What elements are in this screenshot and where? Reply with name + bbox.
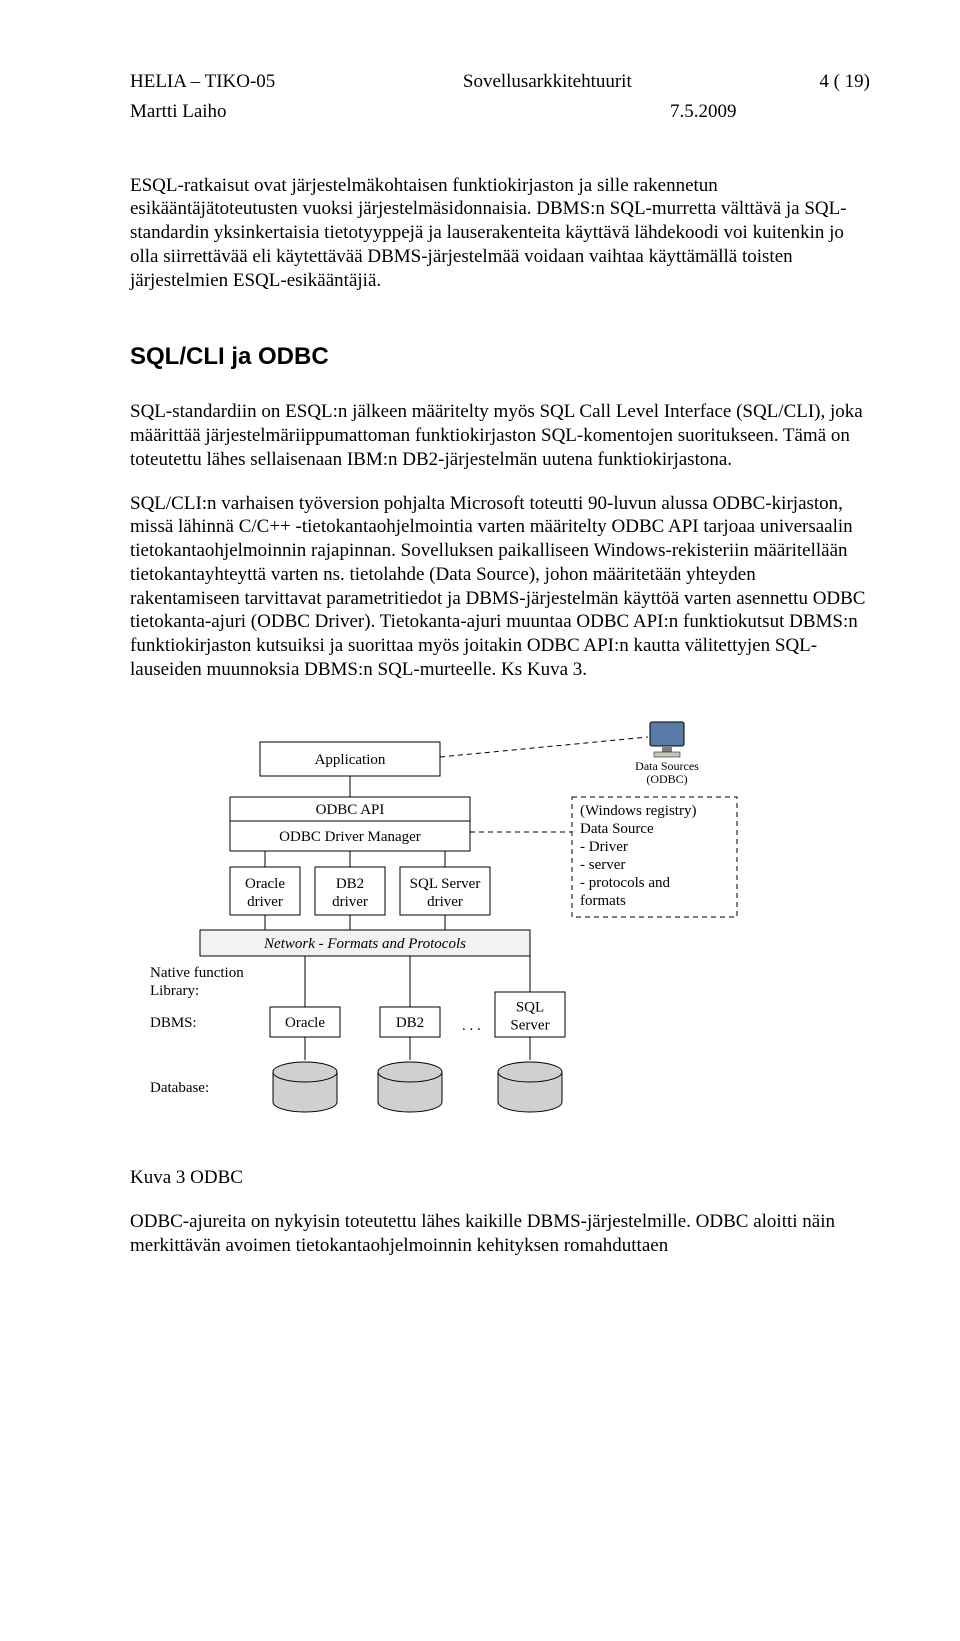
page-header: HELIA – TIKO-05 Sovellusarkkitehtuurit 4… [130,70,870,94]
svg-text:driver: driver [332,894,368,910]
paragraph-sqlcli-1: SQL-standardiin on ESQL:n jälkeen määrit… [130,400,870,471]
paragraph-esql: ESQL-ratkaisut ovat järjestelmäkohtaisen… [130,174,870,293]
svg-text:Oracle: Oracle [285,1015,325,1031]
document-date: 7.5.2009 [670,100,870,124]
svg-text:Network - Formats and Protoc: Network - Formats and Protocols [263,936,466,952]
svg-text:Data Source: Data Source [580,821,654,837]
header-left: HELIA – TIKO-05 [130,70,275,94]
svg-text:Server: Server [510,1017,549,1033]
section-heading-sqlcli: SQL/CLI ja ODBC [130,342,870,372]
svg-text:(ODBC): (ODBC) [646,772,687,786]
svg-text:- server: - server [580,857,625,873]
author-name: Martti Laiho [130,100,227,124]
paragraph-sqlcli-2: SQL/CLI:n varhaisen työversion pohjalta … [130,492,870,682]
header-right: 4 ( 19) [819,70,870,94]
svg-text:Library:: Library: [150,983,199,999]
svg-text:DB2: DB2 [336,876,364,892]
svg-text:DB2: DB2 [396,1015,424,1031]
svg-text:- protocols and: - protocols and [580,875,670,891]
figure-odbc-diagram: Application ODBC API ODBC Driver Manager Or… [130,712,870,1149]
svg-text:Data Sources: Data Sources [635,759,699,773]
odbc-diagram-svg: Application ODBC API ODBC Driver Manager Or… [130,712,770,1142]
svg-text:. . .: . . . [462,1018,481,1034]
page-subheader: Martti Laiho 7.5.2009 [130,100,870,124]
figure-caption: Kuva 3 ODBC [130,1166,870,1190]
svg-text:SQL Server: SQL Server [410,876,481,892]
svg-text:SQL: SQL [516,999,544,1015]
svg-text:DBMS:: DBMS: [150,1015,197,1031]
svg-text:Oracle: Oracle [245,876,285,892]
paragraph-odbc-drivers: ODBC-ajureita on nykyisin toteutettu läh… [130,1210,870,1258]
svg-text:driver: driver [247,894,283,910]
svg-text:ODBC Driver Manager: ODBC Driver Manager [279,829,421,845]
svg-text:Native function: Native function [150,965,244,981]
header-center: Sovellusarkkitehtuurit [463,70,632,94]
svg-text:- Driver: - Driver [580,839,628,855]
svg-text:formats: formats [580,893,626,909]
svg-text:Application: Application [315,752,386,768]
svg-text:ODBC API: ODBC API [316,802,385,818]
svg-text:(Windows registry): (Windows registry) [580,803,696,819]
svg-text:Database:: Database: [150,1080,209,1096]
svg-text:driver: driver [427,894,463,910]
